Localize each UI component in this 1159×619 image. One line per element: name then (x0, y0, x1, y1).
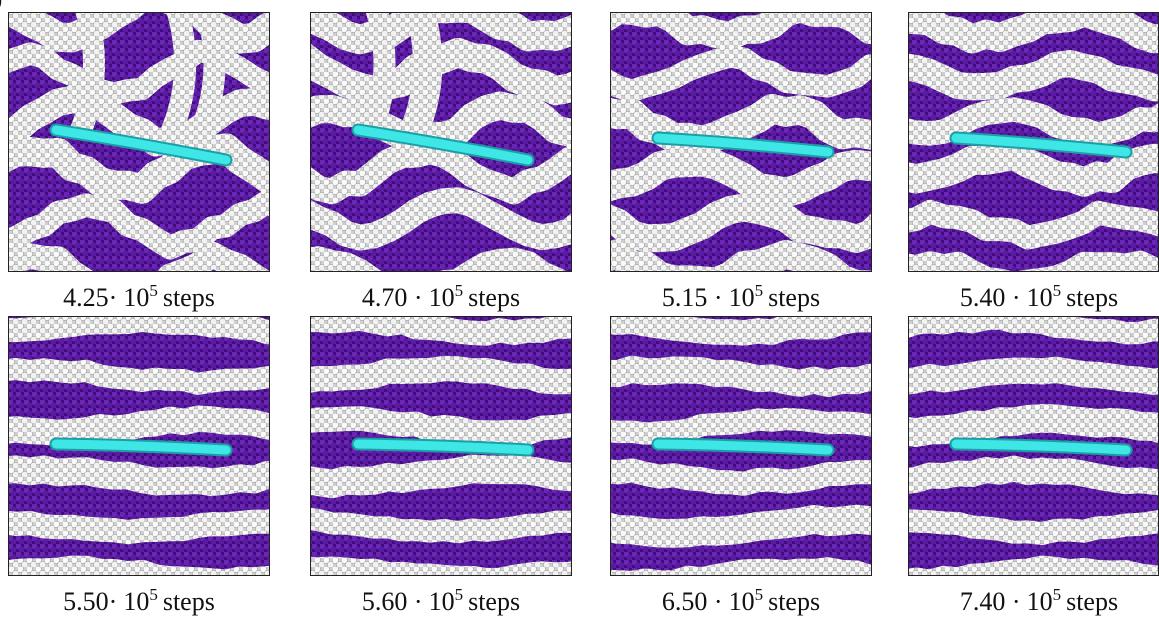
white-stripe (590, 470, 884, 483)
caption-coefficient: 4.25· (63, 283, 117, 312)
caption-unit: steps (768, 587, 820, 616)
caption-base: 10 (123, 283, 149, 312)
page: ) 4.25·105steps4.70 ·105steps5.15 ·105st… (0, 0, 1159, 619)
white-stripe (888, 520, 1159, 533)
caption-base: 10 (1027, 283, 1053, 312)
snapshot (590, 8, 884, 285)
white-stripe (290, 419, 584, 433)
white-stripe (888, 469, 1159, 484)
caption-base: 10 (1027, 587, 1053, 616)
caption-unit: steps (768, 283, 820, 312)
caption-unit: steps (468, 587, 520, 616)
caption-coefficient: 5.40 · (960, 283, 1021, 312)
white-stripe (290, 518, 584, 532)
white-stripe (290, 369, 584, 382)
white-stripe (590, 369, 884, 383)
caption-coefficient: 5.50· (63, 587, 117, 616)
caption-base: 10 (429, 587, 455, 616)
caption-coefficient: 6.50 · (662, 587, 723, 616)
white-stripe (0, 320, 282, 332)
white-stripe (0, 570, 282, 584)
white-stripe (0, 419, 282, 433)
caption-base: 10 (429, 283, 455, 312)
snapshot (0, 316, 282, 584)
caption-exponent: 5 (1053, 585, 1062, 604)
caption-coefficient: 5.15 · (662, 283, 723, 312)
figure: ) 4.25·105steps4.70 ·105steps5.15 ·105st… (0, 0, 1159, 619)
white-stripe (888, 63, 1159, 88)
snapshot (888, 12, 1159, 285)
white-stripe (888, 12, 1159, 39)
white-stripe (888, 418, 1159, 433)
snapshot (888, 316, 1159, 583)
white-stripe (888, 370, 1159, 382)
white-stripe (0, 519, 282, 532)
caption-base: 10 (729, 587, 755, 616)
caption-exponent: 5 (755, 281, 764, 300)
caption-unit: steps (163, 283, 215, 312)
caption-unit: steps (163, 587, 215, 616)
white-stripe (290, 571, 584, 582)
white-stripe (0, 469, 282, 482)
caption-unit: steps (1066, 587, 1118, 616)
white-stripe (888, 318, 1159, 333)
caption-exponent: 5 (755, 585, 764, 604)
caption-exponent: 5 (455, 281, 464, 300)
caption: 5.50·105 steps (63, 585, 215, 616)
caption-base: 10 (123, 587, 149, 616)
snapshot (590, 316, 884, 583)
caption-exponent: 5 (455, 585, 464, 604)
snapshot (0, 0, 282, 295)
white-stripe (290, 319, 584, 334)
white-stripe (290, 469, 584, 484)
caption-exponent: 5 (149, 585, 158, 604)
snapshot (290, 6, 584, 295)
caption-exponent: 5 (149, 281, 158, 300)
white-stripe (590, 419, 884, 434)
caption-exponent: 5 (1053, 281, 1062, 300)
snapshot (290, 316, 584, 582)
white-stripe (590, 318, 884, 333)
caption-coefficient: 4.70 · (362, 283, 423, 312)
caption-coefficient: 7.40 · (960, 587, 1021, 616)
white-stripe (590, 519, 884, 533)
caption: 4.25·105 steps (63, 281, 215, 312)
caption-coefficient: 5.60 · (362, 587, 423, 616)
caption-base: 10 (729, 283, 755, 312)
caption-unit: steps (1066, 283, 1118, 312)
panel-label: ) (0, 0, 2, 11)
caption-unit: steps (468, 283, 520, 312)
